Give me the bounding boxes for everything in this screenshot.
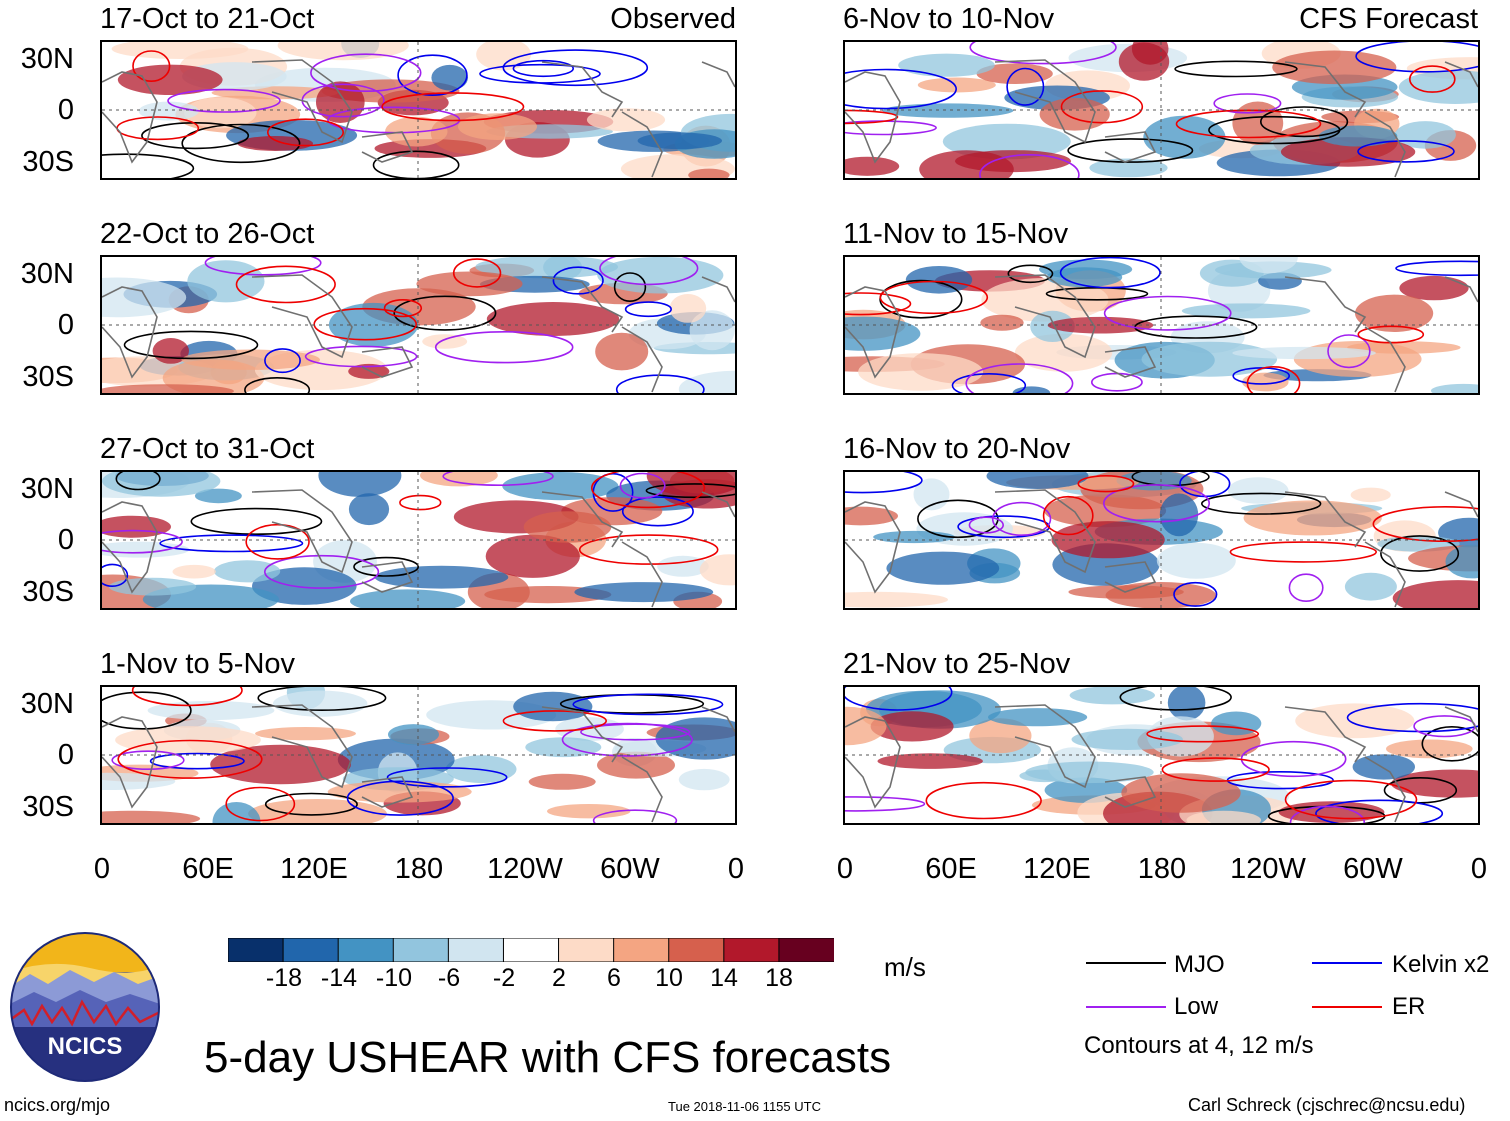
lon-label: 180 [1137, 853, 1187, 885]
panel-title-fcst-2: 11-Nov to 15-Nov [843, 218, 1069, 250]
colorbar-label: -14 [320, 964, 358, 992]
panel-title-fcst-3: 16-Nov to 20-Nov [843, 433, 1071, 465]
lat-label-30s: 30S [22, 791, 74, 823]
observed-label: Observed [610, 3, 736, 35]
colorbar-label: 14 [710, 964, 738, 992]
colorbar-swatch [282, 937, 340, 963]
map-panel-fcst-2 [843, 255, 1480, 395]
panel-title-obs-2: 22-Oct to 26-Oct [100, 218, 315, 250]
footer-url[interactable]: ncics.org/mjo [4, 1095, 111, 1115]
colorbar-label: 10 [655, 964, 683, 992]
lon-label: 180 [394, 853, 444, 885]
legend-label-kelvin: Kelvin x2 [1392, 951, 1490, 978]
colorbar-swatch [723, 937, 780, 963]
lon-label: 60W [600, 853, 660, 885]
map-panel-obs-3 [100, 470, 737, 610]
map-panel-obs-2 [100, 255, 737, 395]
panel-title-fcst-4: 21-Nov to 25-Nov [843, 648, 1071, 680]
cfs-forecast-label: CFS Forecast [1299, 3, 1478, 35]
lon-label: 0 [727, 853, 745, 885]
lat-label-30n: 30N [20, 688, 74, 720]
colorbar-label: -18 [265, 964, 303, 992]
map-panel-fcst-4 [843, 685, 1480, 825]
lat-label-eq: 0 [57, 524, 74, 556]
colorbar-label: 2 [552, 964, 566, 992]
ncics-logo: NCICS [10, 932, 160, 1082]
map-panel-fcst-1 [843, 40, 1480, 180]
colorbar [227, 937, 835, 963]
lat-label-eq: 0 [57, 94, 74, 126]
panel-title-obs-1: 17-Oct to 21-Oct [100, 3, 315, 35]
lat-label-30s: 30S [22, 146, 74, 178]
lon-label: 60W [1343, 853, 1403, 885]
colorbar-swatch [502, 937, 560, 963]
lat-label-30n: 30N [20, 258, 74, 290]
legend-line-low [1086, 1006, 1166, 1008]
legend-label-low: Low [1174, 993, 1219, 1020]
colorbar-swatch [613, 937, 670, 963]
lat-label-30s: 30S [22, 576, 74, 608]
footer-timestamp: Tue 2018-11-06 1155 UTC [668, 1099, 821, 1114]
map-panel-fcst-3 [843, 470, 1480, 610]
footer-credit: Carl Schreck (cjschrec@ncsu.edu) [1188, 1095, 1466, 1115]
panel-title-fcst-1: 6-Nov to 10-Nov [843, 3, 1055, 35]
colorbar-swatch [778, 937, 835, 963]
lon-label: 120W [487, 853, 563, 885]
logo-text: NCICS [48, 1033, 123, 1060]
lon-label: 120E [1023, 853, 1091, 885]
colorbar-unit: m/s [884, 952, 926, 982]
map-panel-obs-1 [100, 40, 737, 180]
panel-title-obs-3: 27-Oct to 31-Oct [100, 433, 315, 465]
legend-line-kelvin [1312, 962, 1382, 964]
lat-label-30n: 30N [20, 43, 74, 75]
colorbar-swatch [668, 937, 725, 963]
colorbar-label: -6 [437, 964, 461, 992]
lon-label: 0 [1470, 853, 1488, 885]
colorbar-label: -2 [492, 964, 516, 992]
legend-label-mjo: MJO [1174, 951, 1225, 978]
lon-label: 60E [925, 853, 977, 885]
colorbar-swatch [227, 937, 285, 963]
main-title: 5-day USHEAR with CFS forecasts [204, 1033, 892, 1082]
lon-label: 0 [93, 853, 111, 885]
colorbar-swatch [558, 937, 615, 963]
lat-label-30s: 30S [22, 361, 74, 393]
legend-line-er [1312, 1006, 1382, 1008]
colorbar-label: 6 [607, 964, 621, 992]
lon-label: 0 [836, 853, 854, 885]
colorbar-swatch [392, 937, 450, 963]
lon-label: 120E [280, 853, 348, 885]
lon-label: 60E [182, 853, 234, 885]
colorbar-label: -10 [375, 964, 413, 992]
colorbar-swatch [447, 937, 505, 963]
lat-label-30n: 30N [20, 473, 74, 505]
legend-label-er: ER [1392, 993, 1426, 1020]
panel-title-obs-4: 1-Nov to 5-Nov [100, 648, 296, 680]
map-panel-obs-4 [100, 685, 737, 825]
colorbar-label: 18 [765, 964, 793, 992]
contour-note: Contours at 4, 12 m/s [1084, 1032, 1314, 1059]
colorbar-swatch [337, 937, 395, 963]
lat-label-eq: 0 [57, 309, 74, 341]
lat-label-eq: 0 [57, 739, 74, 771]
legend-line-mjo [1086, 962, 1166, 964]
lon-label: 120W [1230, 853, 1306, 885]
